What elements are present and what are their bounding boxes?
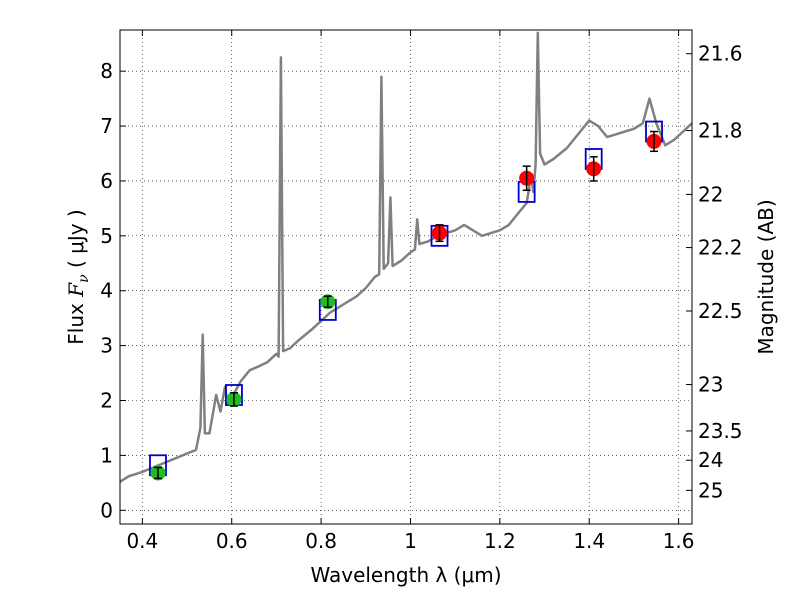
y-tick-label: 0 [100,498,113,522]
x-tick-label: 1.2 [484,529,516,553]
y-tick-label: 2 [100,389,113,413]
magnitude-tick-label: 24 [698,448,723,472]
y-axis-label-symbol: F [64,282,88,298]
x-tick-label: 1.4 [573,529,605,553]
y-tick-label: 3 [100,334,113,358]
y-tick-label: 4 [100,279,113,303]
observed-photometry [150,130,662,481]
y-tick-label: 6 [100,169,113,193]
model-spectrum [120,31,692,483]
y-axis-ticks: 0 1 2 3 4 5 6 7 8 [100,59,126,522]
y-tick-label: 5 [100,224,113,248]
y-axis-label: Flux Fν ( μJy ) [64,209,92,344]
magnitude-tick-label: 22.2 [698,236,743,260]
magnitude-tick-label: 21.8 [698,119,743,143]
spectrum-line [120,31,692,483]
y-axis-label-prefix: Flux [64,297,88,345]
plot-frame [119,29,693,525]
x-tick-label: 1.6 [663,529,695,553]
y-axis-label-subscript: ν [76,274,92,283]
x-tick-label: 1 [404,529,417,553]
x-tick-label: 0.4 [126,529,158,553]
x-axis-ticks: 0.4 0.6 0.8 1 1.2 1.4 1.6 [126,30,695,553]
plot-background [120,30,692,524]
x-tick-label: 0.8 [305,529,337,553]
magnitude-tick-label: 23 [698,373,723,397]
magnitude-tick-label: 22.5 [698,299,743,323]
y-tick-label: 8 [100,59,113,83]
y-tick-label: 1 [100,443,113,467]
y-axis-label-unit: ( μJy ) [64,209,88,274]
y-tick-label: 7 [100,114,113,138]
magnitude-tick-label: 23.5 [698,419,743,443]
magnitude-tick-label: 22 [698,182,723,206]
magnitude-axis-label: Magnitude (AB) [754,199,778,354]
x-axis-label: Wavelength λ (μm) [310,563,501,587]
magnitude-tick-label: 21.6 [698,42,743,66]
magnitude-axis-ticks: 21.6 21.8 22 22.2 22.5 23 23.5 24 25 [686,42,743,502]
x-tick-label: 0.6 [216,529,248,553]
magnitude-tick-label: 25 [698,478,723,502]
